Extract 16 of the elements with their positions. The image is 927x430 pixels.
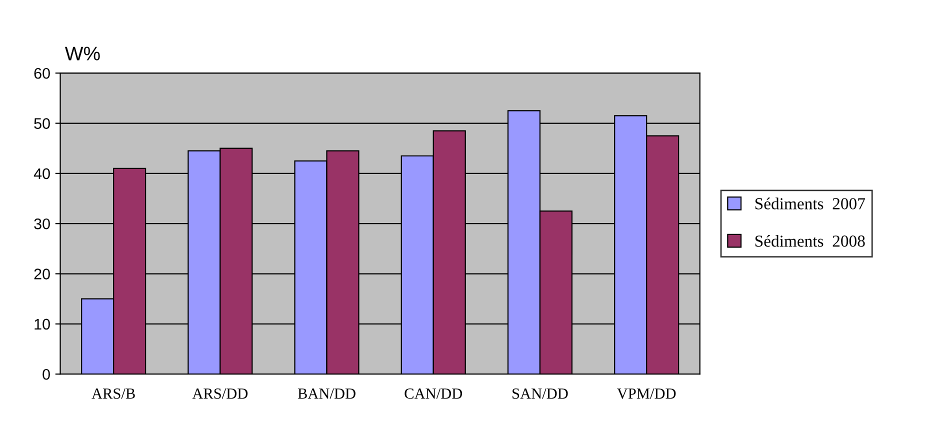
legend-label: Sédiments 2008 [755, 235, 865, 247]
y-tick-label: 10 [34, 318, 50, 330]
y-tick-label: 30 [34, 218, 50, 230]
y-tick-label: 60 [34, 68, 50, 79]
x-tick-label: CAN/DD [404, 388, 462, 399]
y-tick-label: 40 [34, 168, 50, 180]
legend-label: Sédiments 2007 [755, 198, 865, 210]
y-tick-label: 20 [34, 268, 50, 280]
y-tick-label: 50 [34, 118, 50, 129]
x-tick-label: VPM/DD [617, 388, 676, 399]
x-tick-label: ARS/B [92, 388, 135, 399]
x-tick-label: BAN/DD [298, 388, 356, 399]
y-tick-label: 0 [42, 368, 50, 380]
x-tick-label: SAN/DD [512, 388, 568, 399]
y-axis-title: W% [64, 46, 100, 60]
x-tick-label: ARS/DD [192, 388, 248, 399]
